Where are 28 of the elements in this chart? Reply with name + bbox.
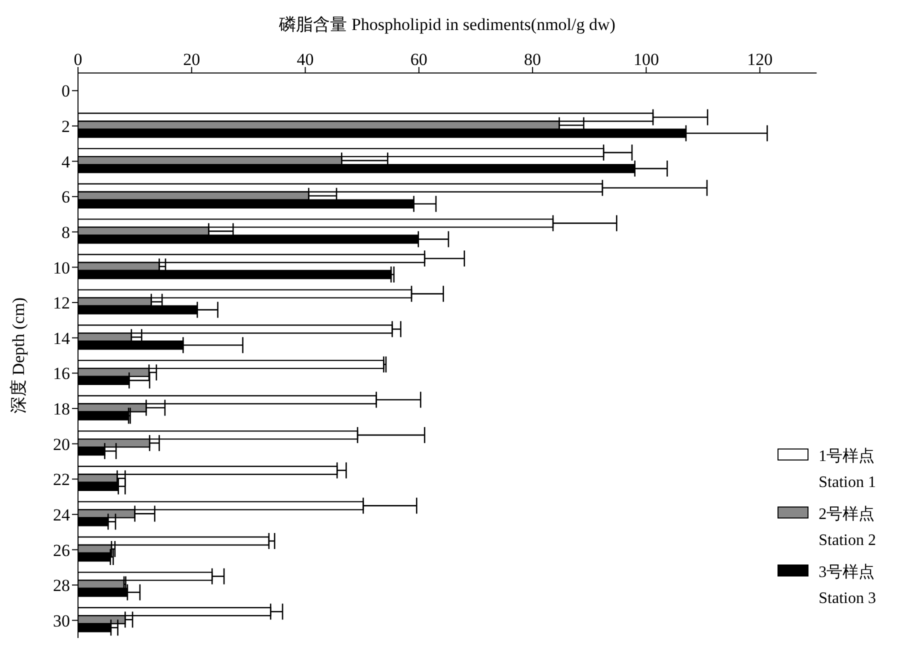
y-tick-label: 2 [62, 117, 70, 136]
y-tick-label: 12 [53, 294, 70, 313]
y-tick-label: 30 [53, 611, 70, 630]
y-tick-label: 6 [62, 188, 70, 207]
x-tick-label: 40 [296, 50, 314, 69]
y-tick-label: 14 [53, 328, 70, 348]
y-tick-label: 24 [53, 505, 70, 524]
y-axis-title: 深度 Depth (cm) [9, 297, 28, 414]
y-tick-label: 20 [53, 434, 70, 454]
y-tick-label: 28 [53, 576, 70, 596]
y-tick-label: 22 [53, 470, 70, 490]
y-tick-label: 8 [62, 222, 70, 242]
y-tick-label: 4 [62, 152, 70, 172]
x-tick-label: 0 [74, 50, 82, 69]
y-tick-label: 26 [53, 540, 70, 560]
legend-label: 2号样点 Station 2 [818, 504, 876, 551]
y-tick-label: 16 [53, 364, 70, 384]
x-tick-label: 60 [410, 50, 428, 69]
x-axis-title: 磷脂含量 Phospholipid in sediments(nmol/g dw) [278, 15, 616, 34]
legend-label: 3号样点 Station 3 [818, 562, 876, 609]
x-tick-label: 100 [633, 50, 659, 69]
x-tick-label: 120 [747, 50, 773, 69]
x-tick-label: 80 [524, 50, 542, 69]
y-tick-label: 18 [53, 400, 70, 419]
legend-label: 1号样点 Station 1 [818, 446, 876, 493]
y-tick-label: 0 [62, 82, 70, 101]
y-tick-label: 10 [53, 258, 70, 278]
x-tick-label: 20 [183, 50, 200, 69]
